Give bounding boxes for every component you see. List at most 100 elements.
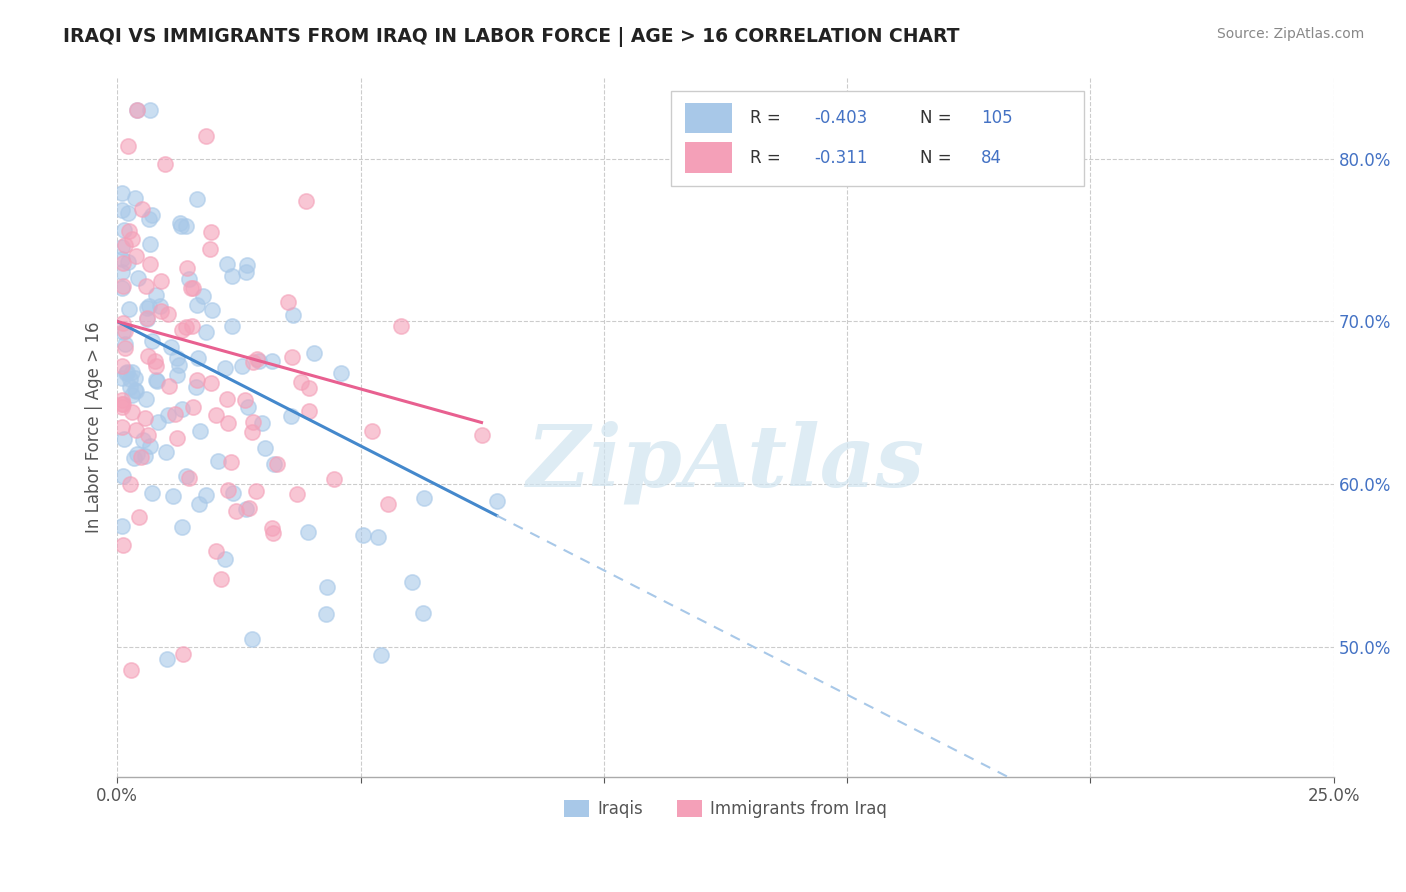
Point — [215, 257, 238, 271]
Point — [200, 225, 222, 239]
Point — [352, 528, 374, 542]
Point — [125, 423, 148, 437]
Point — [188, 424, 211, 438]
Point — [298, 403, 321, 417]
Point — [290, 375, 312, 389]
Point — [217, 483, 239, 498]
Bar — [685, 143, 731, 173]
Point — [138, 299, 160, 313]
Point — [170, 323, 193, 337]
Point — [183, 281, 205, 295]
Point — [297, 525, 319, 540]
Point — [170, 219, 193, 233]
Point — [361, 424, 384, 438]
Point — [131, 202, 153, 216]
Point — [149, 303, 172, 318]
Point — [165, 407, 187, 421]
Point — [485, 494, 508, 508]
Point — [169, 216, 191, 230]
Point — [294, 194, 316, 208]
Point — [111, 400, 134, 414]
Point — [111, 279, 134, 293]
Text: Source: ZipAtlas.com: Source: ZipAtlas.com — [1216, 27, 1364, 41]
Point — [121, 365, 143, 379]
Point — [401, 575, 423, 590]
Point — [260, 354, 283, 368]
Point — [162, 489, 184, 503]
Point — [236, 400, 259, 414]
Point — [111, 281, 134, 295]
Point — [139, 236, 162, 251]
Point — [236, 259, 259, 273]
Point — [111, 371, 134, 385]
Point — [155, 445, 177, 459]
Point — [136, 310, 159, 325]
Point — [298, 381, 321, 395]
Text: 105: 105 — [981, 109, 1012, 127]
Point — [156, 409, 179, 423]
Point — [135, 392, 157, 406]
Point — [125, 447, 148, 461]
Point — [277, 295, 299, 310]
Point — [246, 352, 269, 367]
Point — [153, 157, 176, 171]
Point — [134, 411, 156, 425]
Point — [254, 441, 277, 455]
Point — [124, 191, 146, 205]
Point — [125, 384, 148, 398]
Point — [187, 351, 209, 366]
Point — [112, 256, 135, 270]
Point — [198, 242, 221, 256]
Point — [114, 238, 136, 252]
Point — [139, 257, 162, 271]
Point — [179, 271, 201, 285]
Point — [141, 486, 163, 500]
Point — [304, 345, 326, 359]
Point — [172, 402, 194, 417]
Point — [238, 500, 260, 515]
Point — [118, 224, 141, 238]
Point — [389, 318, 412, 333]
Point — [114, 341, 136, 355]
Point — [245, 483, 267, 498]
Point — [120, 379, 142, 393]
Point — [217, 416, 239, 430]
Point — [263, 457, 285, 471]
Point — [214, 360, 236, 375]
Point — [146, 374, 169, 388]
Point — [120, 372, 142, 386]
Point — [174, 320, 197, 334]
Point — [157, 378, 180, 392]
Point — [141, 334, 163, 348]
Point — [412, 606, 434, 620]
Point — [135, 278, 157, 293]
Point — [209, 572, 232, 586]
Point — [139, 103, 162, 117]
Point — [141, 208, 163, 222]
Point — [186, 298, 208, 312]
Point — [156, 306, 179, 320]
Point — [235, 265, 257, 279]
Point — [179, 471, 201, 485]
Point — [136, 427, 159, 442]
Point — [111, 239, 134, 253]
Point — [111, 397, 134, 411]
Point — [128, 509, 150, 524]
Point — [240, 425, 263, 439]
Point — [112, 432, 135, 446]
Point — [159, 340, 181, 354]
Point — [240, 632, 263, 646]
Point — [138, 211, 160, 226]
Point — [180, 281, 202, 295]
Point — [117, 255, 139, 269]
Point — [120, 663, 142, 677]
Point — [262, 526, 284, 541]
Point — [145, 359, 167, 373]
Point — [124, 371, 146, 385]
Point — [281, 351, 304, 365]
Point — [235, 502, 257, 516]
Point — [136, 312, 159, 326]
Point — [176, 219, 198, 234]
Point — [111, 186, 134, 200]
Legend: Iraqis, Immigrants from Iraq: Iraqis, Immigrants from Iraq — [558, 793, 893, 824]
